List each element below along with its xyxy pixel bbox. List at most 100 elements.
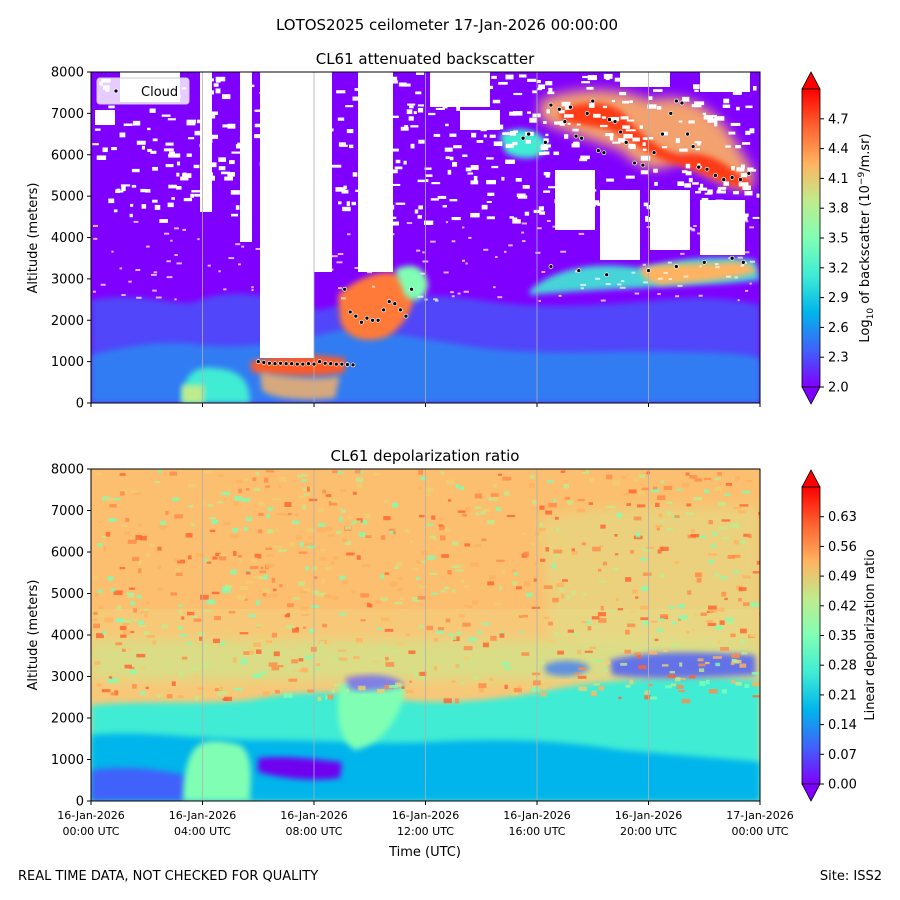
depol-speckle-cell	[399, 597, 405, 601]
depol-speckle-cell	[103, 546, 107, 552]
depol-speckle-cell	[358, 532, 366, 538]
depol-speckle-cell	[255, 624, 262, 627]
depol-speckle-cell	[698, 668, 705, 673]
backscatter-speckle-cell	[553, 151, 560, 156]
backscatter-speckle-cell	[275, 217, 284, 220]
backscatter-speckle-cell	[611, 100, 616, 103]
depol-speckle-cell	[624, 577, 632, 582]
backscatter-colorbar: 2.02.32.62.93.23.53.84.14.44.7 Log10 of …	[801, 71, 876, 405]
depol-speckle-cell	[339, 575, 346, 580]
depol-surface-layer	[91, 767, 185, 801]
backscatter-speckle-cell	[131, 168, 140, 173]
backscatter-speckle-cell	[625, 194, 633, 199]
backscatter-speckle-cell	[337, 117, 345, 121]
depol-speckle-cell	[634, 604, 640, 608]
colorbar-tick-label: 2.6	[828, 321, 849, 336]
backscatter-speckle-cell	[480, 111, 488, 115]
depol-speckle-cell	[463, 584, 470, 588]
backscatter-speckle-cell	[483, 248, 489, 251]
cloud-marker	[409, 286, 414, 292]
depol-speckle-cell	[713, 531, 717, 536]
depol-speckle-cell	[279, 583, 283, 588]
backscatter-speckle-cell	[270, 237, 275, 240]
backscatter-speckle-cell	[736, 106, 740, 111]
depol-speckle-cell	[412, 596, 421, 602]
depol-speckle-cell	[443, 529, 452, 532]
depol-speckle-cell	[699, 680, 706, 686]
depol-speckle-cell	[739, 663, 747, 668]
backscatter-speckle-cell	[310, 149, 320, 154]
depol-speckle-cell	[742, 575, 751, 579]
backscatter-speckle-cell	[730, 238, 735, 241]
backscatter-speckle-cell	[699, 265, 702, 268]
backscatter-colorbar-extend-top	[801, 71, 821, 90]
backscatter-speckle-cell	[545, 133, 549, 137]
backscatter-speckle-cell	[389, 221, 400, 226]
backscatter-speckle-cell	[682, 96, 690, 102]
depol-speckle-cell	[460, 579, 465, 583]
backscatter-speckle-cell	[281, 207, 289, 212]
depol-speckle-cell	[719, 576, 728, 580]
backscatter-speckle-cell	[167, 118, 176, 121]
depol-speckle-cell	[384, 628, 394, 632]
backscatter-speckle-cell	[703, 115, 714, 120]
backscatter-speckle-cell	[218, 157, 227, 162]
depol-speckle-cell	[606, 577, 614, 582]
backscatter-speckle-cell	[452, 161, 458, 167]
backscatter-speckle-cell	[335, 187, 346, 192]
backscatter-speckle-cell	[595, 115, 601, 118]
depol-speckle-cell	[298, 658, 304, 662]
depol-speckle-cell	[145, 600, 150, 605]
depol-speckle-cell	[496, 559, 505, 562]
depol-speckle-cell	[539, 505, 545, 510]
depol-speckle-cell	[540, 692, 547, 697]
y-tick-label: 0	[76, 795, 84, 810]
depol-speckle-cell	[633, 478, 638, 483]
backscatter-speckle-cell	[150, 150, 157, 154]
backscatter-speckle-cell	[688, 120, 695, 124]
depol-speckle-cell	[230, 569, 237, 575]
backscatter-speckle-cell	[749, 260, 755, 263]
x-tick-date: 16-Jan-2026	[503, 809, 571, 822]
backscatter-speckle-cell	[254, 123, 262, 128]
backscatter-speckle-cell	[515, 177, 522, 182]
backscatter-speckle-cell	[417, 104, 424, 107]
backscatter-speckle-cell	[564, 134, 569, 139]
depol-speckle-cell	[105, 497, 115, 502]
backscatter-speckle-cell	[702, 112, 707, 115]
backscatter-speckle-cell	[653, 219, 658, 224]
backscatter-speckle-cell	[130, 203, 134, 207]
backscatter-upper-cloud-core	[560, 103, 751, 188]
cloud-marker	[701, 259, 707, 265]
depol-speckle-cell	[559, 588, 565, 592]
cloud-marker	[345, 362, 350, 367]
backscatter-speckle-cell	[431, 182, 441, 185]
depol-speckle-cell	[747, 534, 752, 539]
backscatter-speckle-cell	[602, 105, 607, 109]
backscatter-speckle-cell	[176, 161, 181, 166]
backscatter-speckle-cell	[586, 86, 594, 90]
depol-speckle-cell	[514, 571, 518, 576]
backscatter-speckle-cell	[268, 284, 272, 287]
depol-speckle-cell	[731, 679, 735, 684]
depol-speckle-cell	[401, 686, 405, 689]
depol-speckle-cell	[464, 655, 469, 660]
depol-speckle-cell	[542, 685, 547, 690]
depol-speckle-cell	[669, 670, 676, 674]
depol-speckle-cell	[293, 670, 300, 673]
backscatter-speckle-cell	[576, 123, 581, 126]
backscatter-speckle-cell	[558, 294, 562, 297]
depol-speckle-cell	[463, 604, 468, 608]
depol-speckle-cell	[447, 499, 452, 502]
depol-speckle-cell	[377, 627, 382, 631]
backscatter-speckle-cell	[642, 137, 648, 140]
depol-speckle-cell	[206, 561, 212, 564]
depol-speckle-cell	[119, 625, 127, 631]
backscatter-speckle-cell	[521, 231, 525, 234]
depol-speckle-cell	[698, 535, 707, 539]
backscatter-speckle-cell	[290, 188, 295, 191]
depol-speckle-cell	[431, 515, 436, 520]
depol-speckle-cell	[638, 491, 646, 496]
backscatter-speckle-cell	[547, 91, 555, 95]
depol-speckle-cell	[411, 568, 419, 571]
